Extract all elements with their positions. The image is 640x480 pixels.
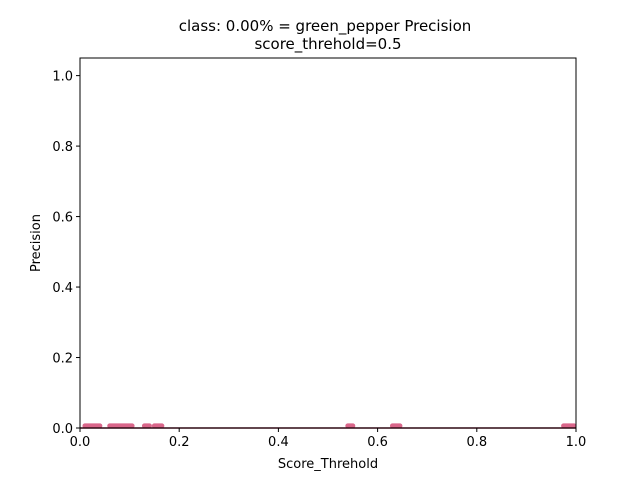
x-tick-label: 0.8: [466, 435, 487, 450]
plot-frame: [79, 57, 577, 429]
y-axis-label: Precision: [29, 214, 44, 272]
y-tick-label: 0.8: [52, 140, 73, 155]
chart-title: class: 0.00% = green_pepper Precision: [179, 17, 472, 36]
y-axis-ticks: 0.0 0.2 0.4 0.6 0.8 1.0: [52, 70, 80, 437]
x-tick-label: 1.0: [566, 435, 587, 450]
x-tick-label: 0.2: [169, 435, 190, 450]
chart-subtitle: score_threhold=0.5: [254, 35, 401, 54]
x-axis-label: Score_Threhold: [278, 457, 378, 472]
x-axis-ticks: 0.0 0.2 0.4 0.6 0.8 1.0: [70, 428, 587, 450]
x-tick-label: 0.0: [70, 435, 91, 450]
y-tick-label: 0.0: [52, 422, 73, 437]
y-tick-label: 1.0: [52, 70, 73, 85]
y-tick-label: 0.6: [52, 211, 73, 226]
x-tick-label: 0.4: [268, 435, 289, 450]
x-tick-label: 0.6: [367, 435, 388, 450]
y-tick-label: 0.2: [52, 352, 73, 367]
y-tick-label: 0.4: [52, 281, 73, 296]
